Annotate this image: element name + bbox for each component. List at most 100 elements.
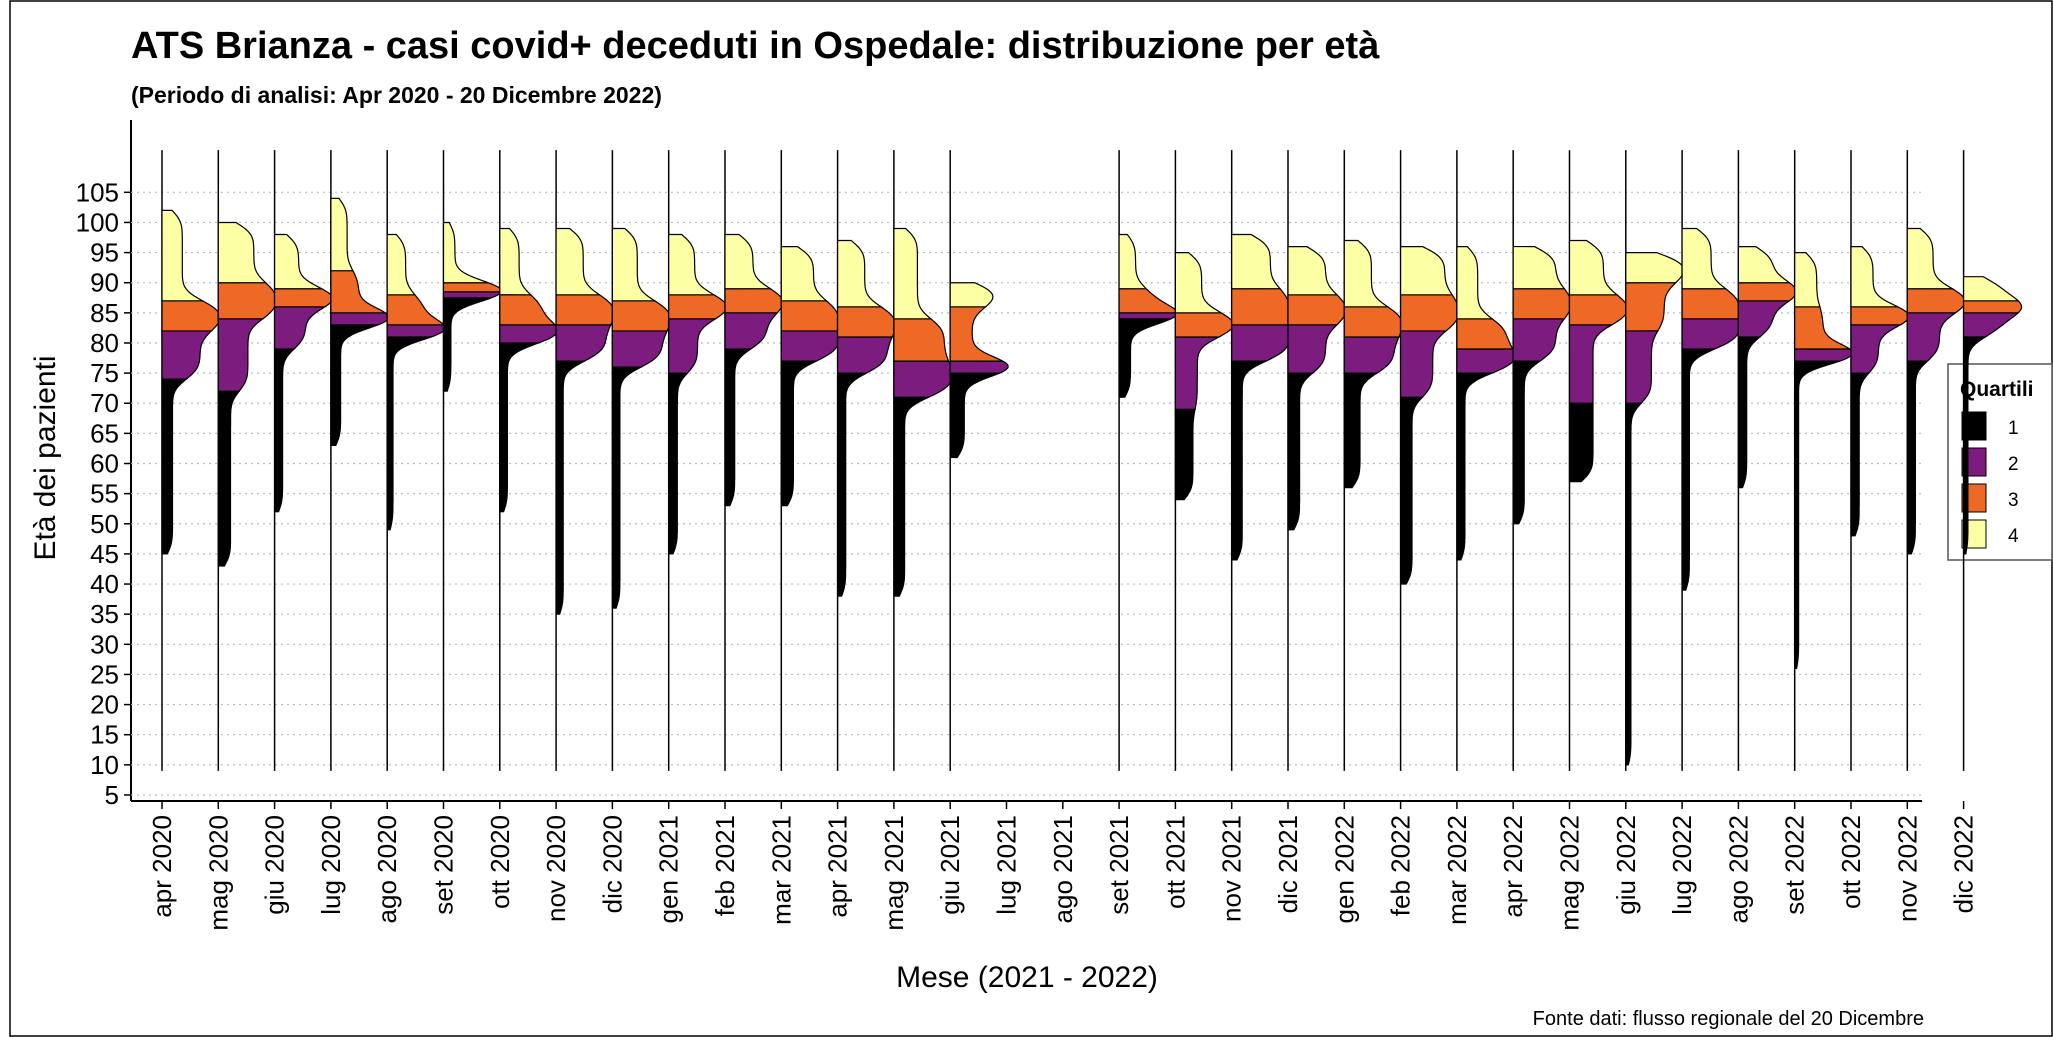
quartile-band bbox=[668, 294, 728, 320]
quartile-band bbox=[611, 330, 669, 368]
quartile-band bbox=[1737, 300, 1792, 338]
quartile-band bbox=[668, 318, 718, 374]
x-tick-label: mag 2022 bbox=[1555, 815, 1585, 931]
quartile-band bbox=[386, 336, 432, 531]
quartile-band bbox=[330, 197, 354, 272]
x-tick-label: set 2021 bbox=[1104, 815, 1134, 915]
quartile-band bbox=[1568, 239, 1619, 296]
quartile-band bbox=[668, 372, 689, 555]
quartile-band bbox=[442, 221, 489, 284]
quartile-band bbox=[1625, 282, 1678, 332]
quartile-band bbox=[1174, 251, 1224, 314]
quartile-band bbox=[1287, 294, 1347, 326]
x-tick-label: apr 2020 bbox=[147, 815, 177, 918]
y-tick-label: 65 bbox=[90, 418, 119, 448]
y-tick-label: 55 bbox=[90, 479, 119, 509]
x-tick-label: mar 2022 bbox=[1442, 815, 1472, 925]
quartile-band bbox=[1400, 396, 1424, 585]
quartile-band bbox=[1456, 372, 1493, 561]
x-axis-title: Mese (2021 - 2022) bbox=[896, 961, 1158, 994]
quartile-band bbox=[893, 318, 950, 362]
quartile-band bbox=[442, 291, 503, 299]
quartile-band bbox=[386, 294, 446, 326]
quartile-band bbox=[1231, 233, 1282, 290]
quartile-band bbox=[555, 227, 602, 296]
quartile-band bbox=[442, 297, 492, 392]
quartile-band bbox=[555, 294, 615, 326]
quartile-band bbox=[1456, 245, 1494, 320]
x-tick-label: giu 2022 bbox=[1611, 815, 1641, 915]
quartile-band bbox=[161, 209, 203, 302]
legend-label: 1 bbox=[2008, 418, 2019, 439]
chart-subtitle: (Periodo di analisi: Apr 2020 - 20 Dicem… bbox=[131, 82, 662, 108]
y-axis-title: Età dei pazienti bbox=[29, 355, 62, 560]
y-tick-label: 95 bbox=[90, 238, 119, 268]
quartile-band bbox=[1174, 336, 1220, 410]
quartile-band bbox=[1568, 294, 1629, 326]
frame bbox=[9, 0, 2053, 1037]
quartile-band bbox=[1963, 300, 2023, 314]
x-tick-label: apr 2021 bbox=[823, 815, 853, 918]
quartile-band bbox=[949, 306, 1004, 362]
quartile-band bbox=[499, 342, 539, 513]
x-tick-label: apr 2022 bbox=[1498, 815, 1528, 918]
x-tick-label: ago 2020 bbox=[372, 815, 402, 923]
quartile-band bbox=[1681, 227, 1728, 290]
quartile-band bbox=[1174, 312, 1235, 338]
quartile-band bbox=[1625, 330, 1659, 404]
quartile-band bbox=[1118, 312, 1178, 320]
quartile-band bbox=[1794, 306, 1852, 350]
quartile-band bbox=[1737, 245, 1792, 284]
x-tick-label: nov 2021 bbox=[1217, 815, 1247, 922]
x-tick-label: mag 2021 bbox=[879, 815, 909, 931]
y-tick-label: 50 bbox=[90, 509, 119, 539]
y-tick-label: 5 bbox=[105, 780, 119, 810]
quartile-band bbox=[1906, 288, 1966, 314]
quartile-band bbox=[1343, 306, 1403, 338]
x-tick-label: giu 2020 bbox=[260, 815, 290, 915]
x-tick-label: mag 2020 bbox=[203, 815, 233, 931]
x-tick-label: nov 2020 bbox=[541, 815, 571, 922]
quartile-band bbox=[1343, 372, 1379, 489]
x-tick-label: gen 2022 bbox=[1329, 815, 1359, 923]
quartile-band bbox=[161, 300, 221, 332]
y-tick-label: 10 bbox=[90, 750, 119, 780]
quartile-band bbox=[1794, 360, 1840, 670]
quartile-band bbox=[780, 360, 817, 507]
quartile-band bbox=[1850, 306, 1910, 326]
x-tick-label: mar 2021 bbox=[766, 815, 796, 925]
y-tick-label: 25 bbox=[90, 659, 119, 689]
quartile-band bbox=[1287, 324, 1339, 374]
y-tick-label: 100 bbox=[76, 207, 119, 237]
quartile-band bbox=[893, 396, 929, 597]
quartile-band bbox=[1512, 245, 1566, 290]
quartile-band bbox=[893, 227, 933, 320]
quartile-band bbox=[274, 288, 334, 308]
quartile-band bbox=[1512, 288, 1572, 320]
chart-title: ATS Brianza - casi covid+ deceduti in Os… bbox=[131, 25, 1380, 67]
quartile-band bbox=[1963, 276, 2020, 302]
x-tick-label: dic 2022 bbox=[1949, 815, 1979, 913]
quartile-band bbox=[1737, 282, 1797, 302]
y-tick-label: 40 bbox=[90, 569, 119, 599]
x-tick-label: lug 2021 bbox=[992, 815, 1022, 915]
quartile-band bbox=[1681, 288, 1741, 320]
quartile-band bbox=[274, 348, 296, 513]
quartile-band bbox=[1963, 312, 2020, 338]
y-tick-label: 15 bbox=[90, 720, 119, 750]
quartile-band bbox=[1850, 372, 1871, 537]
y-tick-label: 105 bbox=[76, 177, 119, 207]
quartile-band bbox=[1400, 294, 1460, 332]
quartile-band bbox=[499, 227, 533, 296]
quartile-band bbox=[1343, 239, 1390, 308]
quartile-band bbox=[1906, 312, 1958, 362]
quartile-band bbox=[274, 233, 322, 290]
quartile-band bbox=[724, 288, 784, 314]
quartile-band bbox=[1906, 360, 1929, 555]
x-tick-label: dic 2021 bbox=[1273, 815, 1303, 913]
quartile-band bbox=[274, 306, 328, 350]
quartile-band bbox=[217, 221, 268, 284]
x-tick-label: ago 2022 bbox=[1723, 815, 1753, 923]
quartile-band bbox=[1568, 324, 1614, 404]
quartile-band bbox=[499, 294, 557, 326]
